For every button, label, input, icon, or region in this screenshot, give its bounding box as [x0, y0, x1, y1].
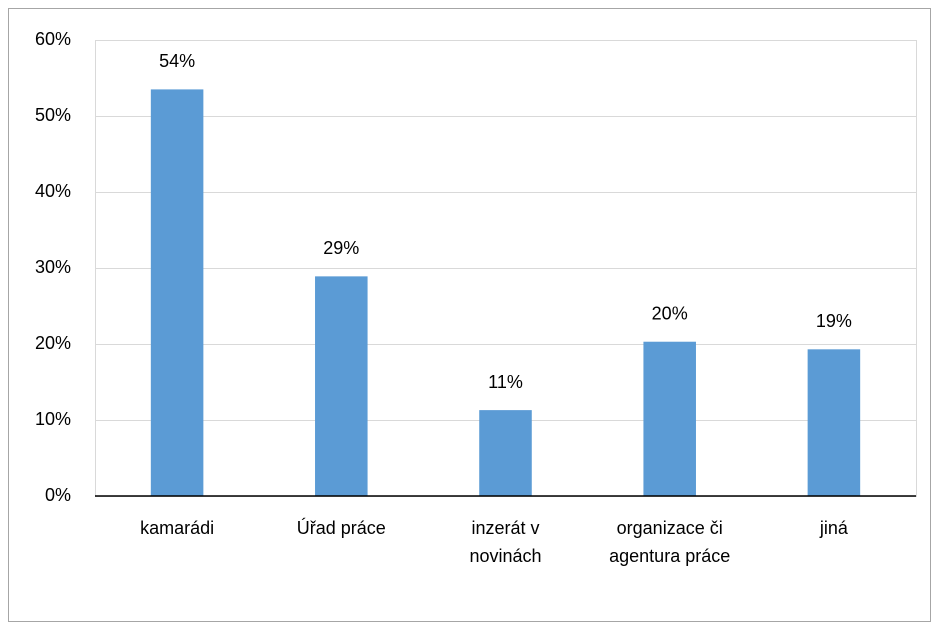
x-tick-label: inzerát v novinách	[469, 518, 542, 566]
y-tick-label: 20%	[35, 333, 71, 353]
x-tick-label: organizace či agentura práce	[609, 518, 731, 566]
y-tick-label: 50%	[35, 105, 71, 125]
value-label: 19%	[816, 311, 852, 331]
bar	[643, 341, 696, 496]
y-tick-label: 30%	[35, 257, 71, 277]
bar	[479, 410, 532, 496]
bar	[150, 89, 204, 497]
x-tick-label: kamarádi	[140, 518, 215, 538]
x-tick-label: jiná	[819, 518, 848, 538]
value-label: 29%	[323, 238, 359, 258]
x-tick-label: Úřad práce	[296, 518, 386, 538]
bar	[315, 276, 368, 496]
value-label: 54%	[159, 51, 195, 71]
bar	[807, 349, 861, 496]
value-label: 11%	[488, 372, 523, 392]
value-label: 20%	[652, 303, 688, 323]
y-tick-label: 60%	[35, 29, 71, 49]
y-tick-label: 0%	[45, 485, 71, 505]
y-tick-label: 10%	[35, 409, 71, 429]
y-tick-label: 40%	[35, 181, 71, 201]
